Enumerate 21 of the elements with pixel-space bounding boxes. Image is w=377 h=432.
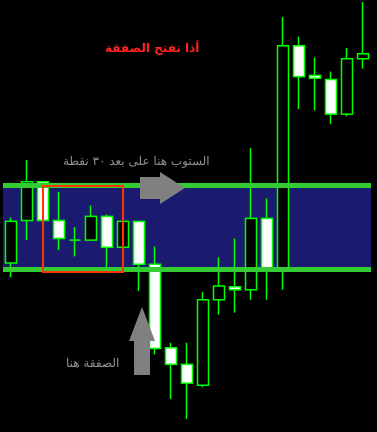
candlestick	[180, 342, 194, 420]
candlestick	[340, 47, 354, 118]
candlestick	[212, 256, 226, 316]
candlestick	[196, 291, 210, 388]
annotation: أذا تفتح الصفقة	[105, 40, 200, 55]
candlestick	[308, 56, 322, 112]
candlestick	[4, 216, 18, 278]
candlestick	[84, 204, 98, 241]
candlestick	[356, 1, 370, 70]
candlestick	[68, 226, 82, 258]
candlestick	[260, 198, 274, 300]
candlestick	[52, 190, 66, 251]
candlestick	[164, 342, 178, 400]
candlestick	[292, 36, 306, 110]
candlestick	[244, 147, 258, 300]
annotation: الستوب هنا على بعد ٣٠ نقطة	[63, 154, 210, 168]
annotation: الصفقة هنا	[66, 356, 120, 370]
candlestick	[228, 238, 242, 314]
candlestick	[132, 220, 146, 292]
candlestick	[324, 70, 338, 125]
candlestick	[276, 16, 290, 290]
